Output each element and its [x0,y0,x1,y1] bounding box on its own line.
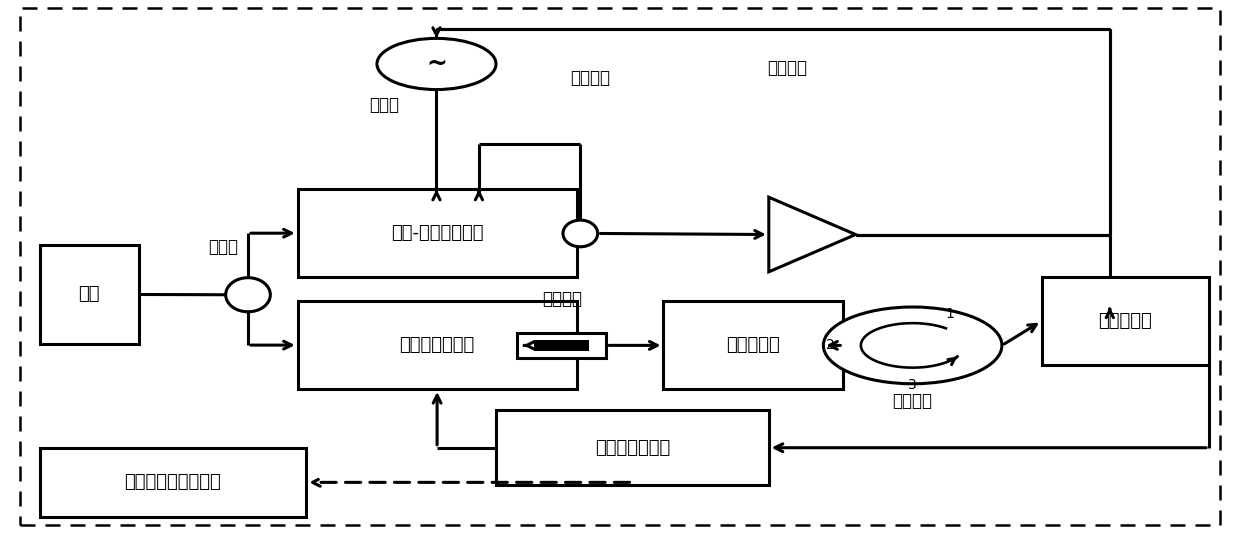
Text: 光环形器: 光环形器 [893,392,932,410]
FancyBboxPatch shape [298,301,577,389]
Ellipse shape [226,278,270,312]
Text: 光电探测器: 光电探测器 [1099,312,1152,330]
FancyBboxPatch shape [40,245,139,344]
Circle shape [823,307,1002,384]
Text: 2: 2 [826,338,836,352]
Text: 直流偏置: 直流偏置 [570,69,610,87]
FancyBboxPatch shape [496,410,769,485]
FancyBboxPatch shape [663,301,843,389]
Text: 待测相位调制器: 待测相位调制器 [399,336,475,354]
Text: 光放大器: 光放大器 [768,59,807,77]
Text: 光源: 光源 [78,286,100,303]
Text: ~: ~ [427,52,446,76]
FancyBboxPatch shape [40,448,306,517]
Text: 1: 1 [945,308,955,321]
Text: 光隔离器: 光隔离器 [542,290,582,308]
Text: 分束器: 分束器 [208,238,238,256]
FancyBboxPatch shape [1042,277,1209,365]
Text: 矢量网络分析仪: 矢量网络分析仪 [595,439,670,457]
Text: 马赫-曾德尔调制器: 马赫-曾德尔调制器 [391,224,484,242]
Circle shape [377,38,496,90]
FancyBboxPatch shape [534,340,589,351]
FancyBboxPatch shape [517,333,606,358]
Text: 3: 3 [908,378,918,392]
Text: 控制及数据处理单元: 控制及数据处理单元 [124,473,222,491]
Text: 微波源: 微波源 [370,96,399,114]
Text: 布里渊介质: 布里渊介质 [727,336,780,354]
FancyBboxPatch shape [298,189,577,277]
Ellipse shape [563,220,598,247]
